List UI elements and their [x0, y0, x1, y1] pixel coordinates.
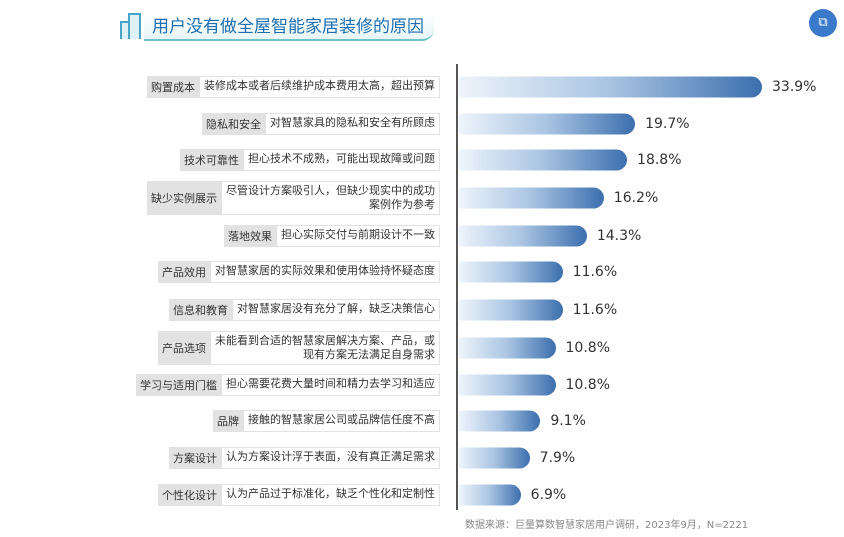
bar [459, 76, 762, 98]
bar [459, 187, 604, 209]
data-label: 10.8% [565, 340, 610, 356]
description-label: 装修成本或者后续维护成本费用太高，超出预算 [199, 76, 440, 98]
chart-row: 产品选项 未能看到合适的智慧家居解决方案、产品，或 现有方案无法满足自身需求 10… [0, 331, 844, 365]
chart-row: 落地效果 担心实际交付与前期设计不一致 14.3% [0, 221, 844, 251]
building-icon [118, 13, 141, 39]
description-label: 接触的智慧家居公司或品牌信任度不高 [243, 410, 440, 432]
bar [459, 225, 587, 247]
data-label: 14.3% [596, 228, 642, 244]
data-label: 7.9% [539, 450, 576, 466]
category-label: 隐私和安全 [202, 113, 265, 135]
description-label: 认为产品过于标准化，缺乏个性化和定制性 [221, 484, 440, 506]
chart-row: 品牌 接触的智慧家居公司或品牌信任度不高 9.1% [0, 406, 844, 436]
category-label: 落地效果 [224, 225, 276, 247]
data-label: 9.1% [550, 413, 586, 429]
category-label: 信息和教育 [169, 299, 232, 321]
data-label: 18.8% [637, 152, 682, 168]
chart-row: 技术可靠性 担心技术不成熟，可能出现故障或问题 18.8% [0, 145, 844, 175]
row-label: 产品选项 未能看到合适的智慧家居解决方案、产品，或 现有方案无法满足自身需求 [158, 331, 440, 365]
bar [459, 447, 530, 469]
category-label: 产品效用 [158, 261, 210, 283]
chart-row: 缺少实例展示 尽管设计方案吸引人，但缺少现实中的成功 案例作为参考 16.2% [0, 181, 844, 215]
chart-row: 方案设计 认为方案设计浮于表面，没有真正满足需求 7.9% [0, 443, 844, 473]
row-label: 技术可靠性 担心技术不成熟，可能出现故障或问题 [180, 149, 440, 171]
description-label: 认为方案设计浮于表面，没有真正满足需求 [221, 447, 440, 469]
axis-line [456, 64, 458, 510]
bar [459, 261, 563, 283]
bar [459, 149, 628, 171]
row-label: 产品效用 对智慧家居的实际效果和使用体验持怀疑态度 [158, 261, 440, 283]
description-label: 对智慧家居的实际效果和使用体验持怀疑态度 [210, 261, 440, 283]
row-label: 缺少实例展示 尽管设计方案吸引人，但缺少现实中的成功 案例作为参考 [147, 181, 440, 215]
chart-row: 产品效用 对智慧家居的实际效果和使用体验持怀疑态度 11.6% [0, 257, 844, 287]
category-label: 方案设计 [169, 447, 221, 469]
description-label: 未能看到合适的智慧家居解决方案、产品，或 现有方案无法满足自身需求 [210, 331, 440, 365]
category-label: 学习与适用门槛 [136, 374, 221, 396]
chart-row: 信息和教育 对智慧家居没有充分了解，缺乏决策信心 11.6% [0, 295, 844, 325]
bar [459, 299, 563, 321]
row-label: 信息和教育 对智慧家居没有充分了解，缺乏决策信心 [169, 299, 440, 321]
category-label: 缺少实例展示 [147, 181, 221, 215]
data-label: 11.6% [572, 264, 618, 280]
description-label: 担心技术不成熟，可能出现故障或问题 [243, 149, 440, 171]
source-note: 数据来源：巨量算数智慧家居用户调研，2023年9月，N=2221 [465, 520, 749, 531]
bar [459, 113, 636, 135]
chart-row: 个性化设计 认为产品过于标准化，缺乏个性化和定制性 6.9% [0, 480, 844, 510]
bar [459, 374, 556, 396]
bar [459, 337, 556, 359]
description-label: 担心实际交付与前期设计不一致 [276, 225, 440, 247]
row-label: 隐私和安全 对智慧家具的隐私和安全有所顾虑 [202, 113, 440, 135]
description-label: 对智慧家具的隐私和安全有所顾虑 [265, 113, 440, 135]
description-label: 担心需要花费大量时间和精力去学习和适应 [221, 374, 440, 396]
category-label: 购置成本 [147, 76, 199, 98]
description-label: 对智慧家居没有充分了解，缺乏决策信心 [232, 299, 440, 321]
chart-row: 隐私和安全 对智慧家具的隐私和安全有所顾虑 19.7% [0, 109, 844, 139]
row-label: 个性化设计 认为产品过于标准化，缺乏个性化和定制性 [158, 484, 440, 506]
title-text: 用户没有做全屋智能家居装修的原因 [144, 11, 434, 41]
category-label: 产品选项 [158, 331, 210, 365]
share-icon[interactable]: ⧉ [809, 9, 837, 37]
category-label: 个性化设计 [158, 484, 221, 506]
data-label: 33.9% [772, 79, 817, 95]
data-label: 11.6% [572, 302, 618, 318]
bar [459, 484, 521, 506]
row-label: 品牌 接触的智慧家居公司或品牌信任度不高 [213, 410, 440, 432]
chart-title: 用户没有做全屋智能家居装修的原因 [118, 11, 434, 41]
category-label: 品牌 [213, 410, 243, 432]
description-label: 尽管设计方案吸引人，但缺少现实中的成功 案例作为参考 [221, 181, 440, 215]
data-label: 19.7% [645, 116, 690, 132]
category-label: 技术可靠性 [180, 149, 243, 171]
chart-row: 学习与适用门槛 担心需要花费大量时间和精力去学习和适应 10.8% [0, 370, 844, 400]
row-label: 落地效果 担心实际交付与前期设计不一致 [224, 225, 440, 247]
row-label: 方案设计 认为方案设计浮于表面，没有真正满足需求 [169, 447, 440, 469]
data-label: 16.2% [613, 190, 659, 206]
bar [459, 410, 541, 432]
data-label: 6.9% [530, 487, 567, 503]
row-label: 学习与适用门槛 担心需要花费大量时间和精力去学习和适应 [136, 374, 440, 396]
chart-row: 购置成本 装修成本或者后续维护成本费用太高，超出预算 33.9% [0, 72, 844, 102]
data-label: 10.8% [565, 377, 610, 393]
row-label: 购置成本 装修成本或者后续维护成本费用太高，超出预算 [147, 76, 440, 98]
